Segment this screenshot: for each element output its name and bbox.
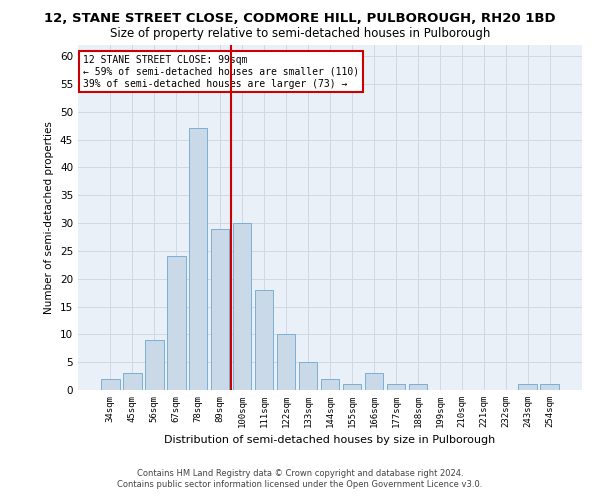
X-axis label: Distribution of semi-detached houses by size in Pulborough: Distribution of semi-detached houses by … xyxy=(164,436,496,446)
Y-axis label: Number of semi-detached properties: Number of semi-detached properties xyxy=(44,121,55,314)
Bar xyxy=(386,384,405,390)
Bar xyxy=(365,374,383,390)
Bar xyxy=(409,384,427,390)
Text: Size of property relative to semi-detached houses in Pulborough: Size of property relative to semi-detach… xyxy=(110,28,490,40)
Bar xyxy=(518,384,537,390)
Bar xyxy=(343,384,361,390)
Text: 12, STANE STREET CLOSE, CODMORE HILL, PULBOROUGH, RH20 1BD: 12, STANE STREET CLOSE, CODMORE HILL, PU… xyxy=(44,12,556,26)
Text: Contains HM Land Registry data © Crown copyright and database right 2024.: Contains HM Land Registry data © Crown c… xyxy=(137,468,463,477)
Text: 12 STANE STREET CLOSE: 99sqm
← 59% of semi-detached houses are smaller (110)
39%: 12 STANE STREET CLOSE: 99sqm ← 59% of se… xyxy=(83,56,359,88)
Bar xyxy=(167,256,185,390)
Bar xyxy=(211,228,229,390)
Bar xyxy=(101,379,119,390)
Bar xyxy=(189,128,208,390)
Bar xyxy=(145,340,164,390)
Bar xyxy=(255,290,274,390)
Bar xyxy=(123,374,142,390)
Bar xyxy=(233,223,251,390)
Bar xyxy=(277,334,295,390)
Text: Contains public sector information licensed under the Open Government Licence v3: Contains public sector information licen… xyxy=(118,480,482,489)
Bar xyxy=(320,379,340,390)
Bar xyxy=(299,362,317,390)
Bar xyxy=(541,384,559,390)
